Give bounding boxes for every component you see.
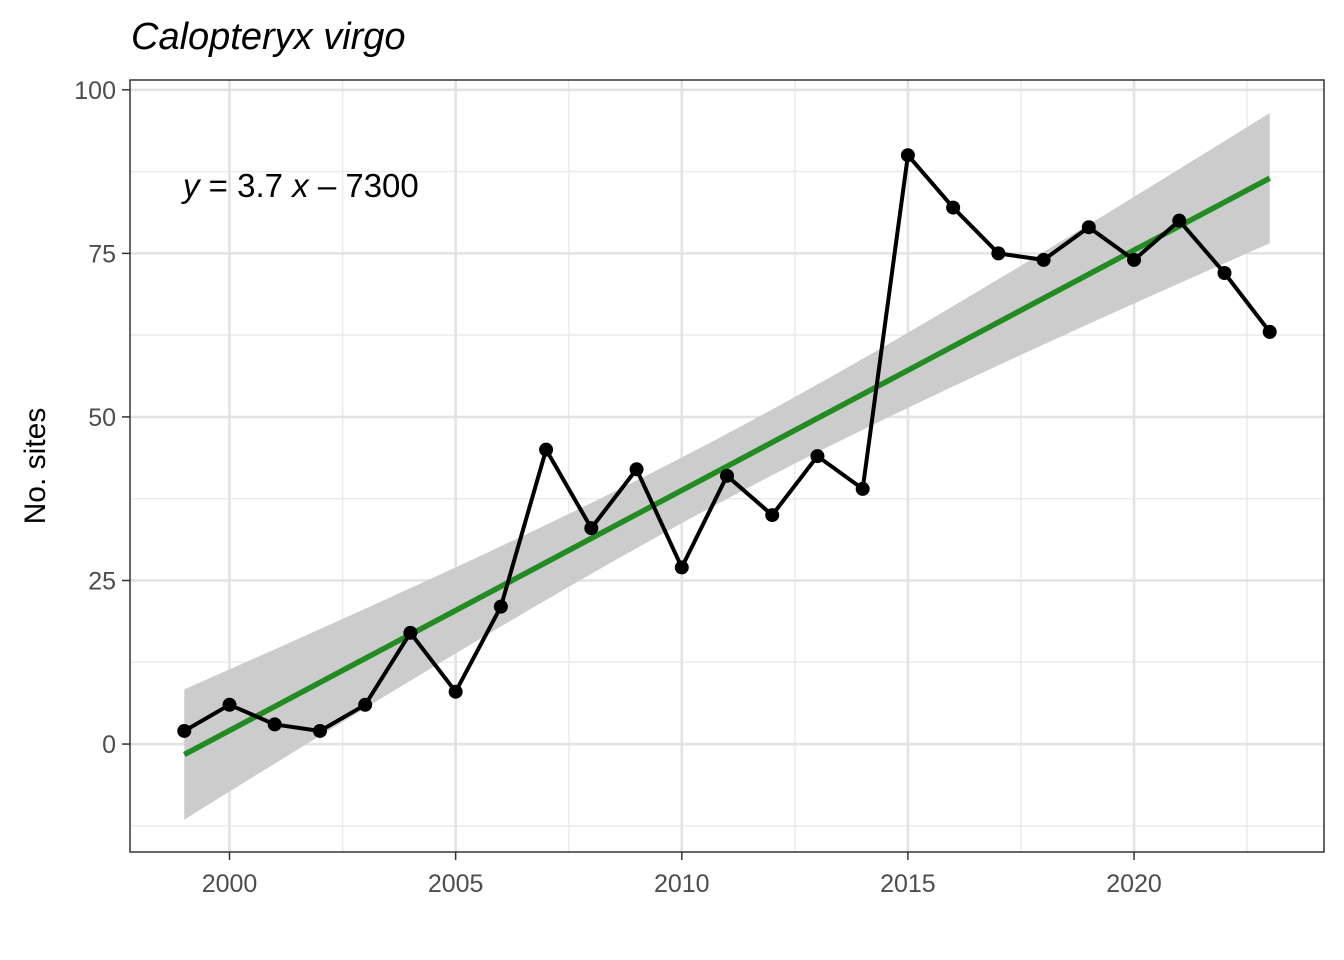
minor-gridlines — [130, 80, 1324, 852]
y-tick-label: 100 — [74, 77, 116, 105]
data-point — [991, 246, 1006, 261]
y-axis-title: No. sites — [19, 408, 52, 525]
data-point — [810, 449, 825, 464]
data-point — [312, 723, 327, 738]
data-point — [1127, 252, 1142, 267]
data-point — [1172, 213, 1187, 228]
data-point — [177, 723, 192, 738]
y-tick-label: 0 — [102, 731, 116, 759]
data-point — [584, 521, 599, 536]
chart-title: Calopteryx virgo — [131, 16, 406, 58]
data-point — [267, 717, 282, 732]
equation-x-symbol: x — [290, 167, 310, 204]
data-point — [403, 625, 418, 640]
data-point — [720, 468, 734, 483]
regression-equation: y = 3.7 x – 7300 — [181, 167, 419, 204]
data-point — [1081, 220, 1096, 235]
data-point — [539, 442, 554, 457]
data-point — [629, 462, 644, 477]
trend-line — [182, 175, 1272, 757]
data-point — [946, 200, 961, 215]
data-point — [448, 684, 463, 699]
y-tick-label: 50 — [88, 404, 116, 432]
x-tick-label: 2015 — [880, 870, 936, 898]
trend-line-layer — [182, 175, 1272, 757]
equation-y-symbol: y — [181, 167, 202, 204]
panel-border — [129, 79, 1325, 853]
y-tick-label: 75 — [88, 240, 116, 268]
x-tick-label: 2010 — [654, 870, 710, 898]
x-tick-label: 2000 — [202, 870, 258, 898]
points-layer — [177, 148, 1277, 738]
data-point — [358, 697, 373, 712]
x-tick-label: 2020 — [1106, 870, 1162, 898]
equation-intercept: – 7300 — [309, 167, 419, 204]
data-point — [855, 481, 870, 496]
data-point — [765, 508, 780, 523]
data-point — [1217, 266, 1232, 280]
y-tick-label: 25 — [88, 567, 116, 595]
data-point — [493, 599, 508, 614]
data-point — [1262, 324, 1277, 339]
equation-slope: = 3.7 — [200, 167, 293, 204]
y-axis: 0 25 50 75 100 — [74, 77, 130, 759]
x-tick-label: 2005 — [428, 870, 484, 898]
data-point — [674, 560, 689, 575]
x-axis: 2000 2005 2010 2015 2020 — [202, 852, 1162, 898]
plot-panel: y = 3.7 x – 7300 — [129, 79, 1325, 853]
data-point — [900, 148, 915, 163]
data-point — [222, 697, 237, 712]
data-point — [1036, 252, 1051, 267]
